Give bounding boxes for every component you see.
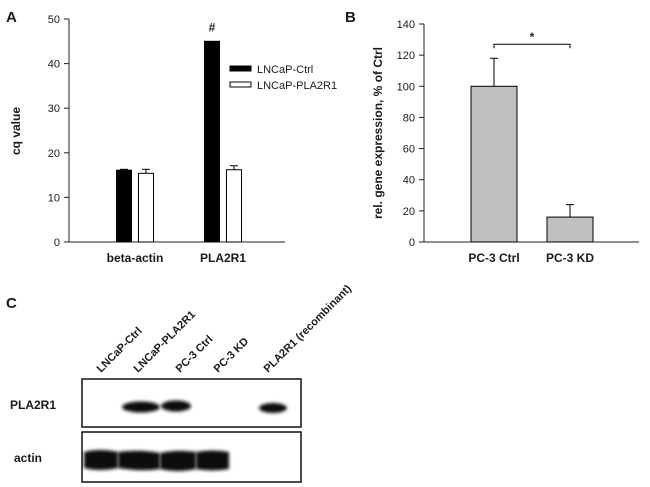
- blot-row-label-pla2r1: PLA2R1: [10, 398, 56, 412]
- blot-band-actin-pc3-ctrl: [160, 450, 196, 471]
- legend-swatch-lncap-ctrl: [229, 65, 252, 72]
- panel-a-bars: [116, 40, 242, 243]
- blot-band-pla2r1-recombinant: [259, 403, 287, 413]
- bar-lncap-ctrl-pla2r1: [204, 40, 220, 243]
- blot-band-pla2r1-pc3-ctrl: [161, 400, 191, 412]
- blot-band-actin-pc3-kd: [196, 450, 229, 471]
- lane-label-pc-3-ctrl: PC-3 Ctrl: [174, 333, 216, 375]
- panel-a-legend: LNCaP-Ctrl LNCaP-PLA2R1: [229, 64, 337, 92]
- panel-a-annotations: #: [209, 20, 216, 34]
- panel-a-y-tick-label: 10: [48, 192, 60, 204]
- blot-row-label-actin: actin: [14, 451, 42, 465]
- legend-swatch-lncap-pla2r1: [229, 81, 252, 88]
- category-label-pla2r1: PLA2R1: [200, 251, 246, 265]
- panel-b-category-labels: PC-3 Ctrl PC-3 KD: [468, 251, 594, 265]
- bar-lncap-pla2r1-beta-actin: [138, 172, 154, 243]
- blot-band-pla2r1-lncap-pla2r1: [122, 401, 160, 413]
- panel-label-c: C: [6, 295, 17, 312]
- blot-band-actin-lncap-ctrl: [84, 450, 118, 470]
- bar-pc-3-ctrl: [470, 85, 518, 243]
- panel-a-y-axis-label: cq value: [9, 107, 23, 155]
- bar-lncap-ctrl-beta-actin: [116, 169, 132, 243]
- bar-pc-3-kd: [546, 216, 594, 243]
- category-label-pc-3-kd: PC-3 KD: [546, 251, 594, 265]
- panel-b-significance: *: [493, 30, 571, 49]
- panel-b-bars: [470, 85, 594, 243]
- panel-a-y-tick-label: 0: [54, 237, 60, 249]
- panel-a-y-tick-label: 30: [48, 103, 60, 115]
- panel-b-y-axis-label: rel. gene expression, % of Ctrl: [371, 47, 385, 219]
- panel-a-y-tick-label: 20: [48, 148, 60, 160]
- panel-a-y-tick-label: 40: [48, 59, 60, 71]
- lane-label-pc-3-kd: PC-3 KD: [212, 335, 252, 375]
- lane-label-pla2r1-recombinant: PLA2R1 (recombinant): [262, 283, 355, 376]
- panel-a-category-labels: beta-actin PLA2R1: [107, 251, 247, 265]
- panel-a-y-ticks: 0 10 20 30 40 50: [48, 14, 69, 249]
- panel-b-y-tick-label: 20: [403, 206, 415, 218]
- panel-b-y-tick-label: 60: [403, 144, 415, 156]
- bar-lncap-pla2r1-pla2r1: [226, 169, 242, 243]
- significance-bracket: [493, 43, 571, 49]
- panel-b-y-tick-label: 0: [409, 237, 415, 249]
- panel-b-y-ticks: 0 20 40 60 80 100 120 140: [397, 19, 424, 249]
- blot-band-actin-lncap-pla2r1: [118, 450, 160, 471]
- significance-star: *: [530, 30, 535, 44]
- legend-label-lncap-ctrl: LNCaP-Ctrl: [257, 64, 313, 76]
- panel-b-y-tick-label: 40: [403, 175, 415, 187]
- significance-hash-marker: #: [209, 20, 216, 34]
- blot-bands: [84, 400, 287, 471]
- panel-label-a: A: [6, 9, 17, 26]
- panel-b-error-bars: [490, 57, 574, 218]
- legend-label-lncap-pla2r1: LNCaP-PLA2R1: [257, 80, 337, 92]
- blot-membrane-pla2r1: [81, 378, 302, 428]
- panel-b-y-tick-label: 80: [403, 112, 415, 124]
- panel-label-b: B: [345, 9, 356, 26]
- panel-a-y-tick-label: 50: [48, 14, 60, 26]
- panel-a-error-bars: [120, 165, 238, 174]
- panel-b-y-tick-label: 120: [397, 50, 415, 62]
- panel-b-y-tick-label: 140: [397, 19, 415, 31]
- category-label-pc-3-ctrl: PC-3 Ctrl: [468, 251, 519, 265]
- panel-b-chart: B 0 20 40 60 80 100 120 140 rel. gene expressio…: [345, 9, 639, 265]
- panel-b-y-tick-label: 100: [397, 81, 415, 93]
- category-label-beta-actin: beta-actin: [107, 251, 164, 265]
